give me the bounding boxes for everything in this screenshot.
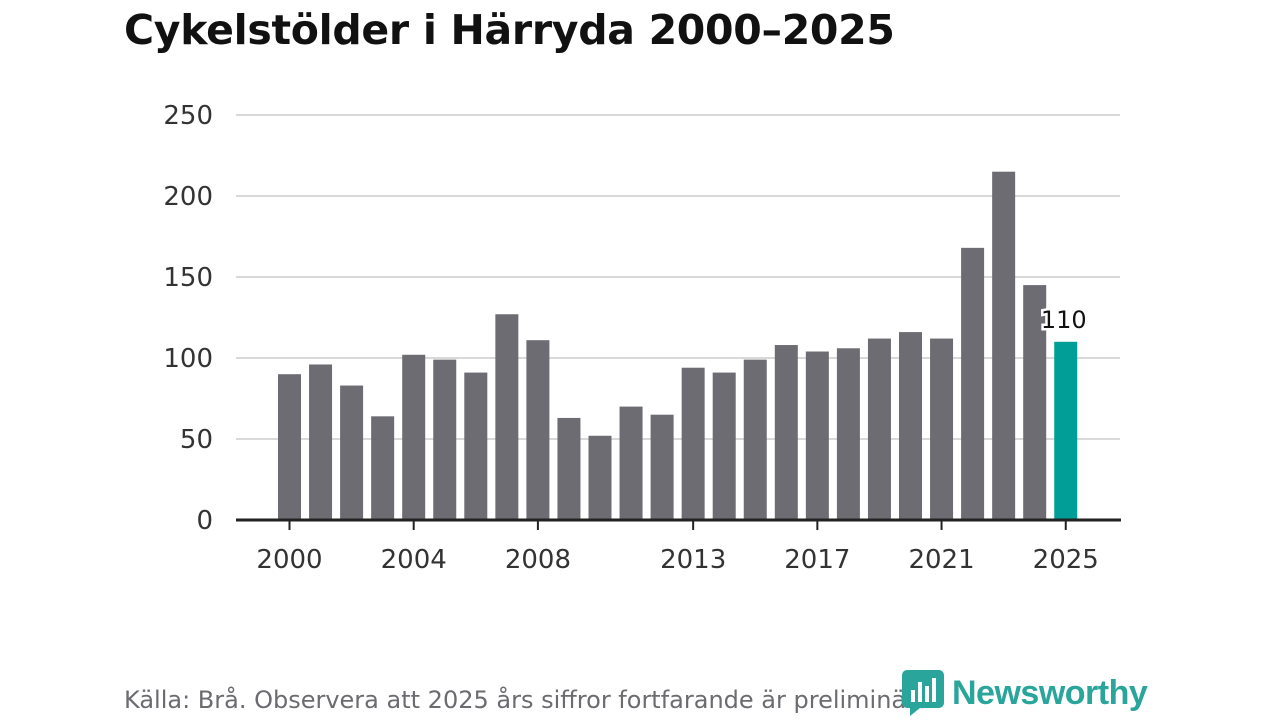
bar-2025	[1054, 341, 1078, 520]
bar-2011	[619, 406, 643, 520]
bar-2017	[805, 351, 829, 520]
bar-2002	[340, 385, 364, 520]
bar-2016	[774, 345, 798, 520]
x-tick-label: 2017	[784, 545, 850, 575]
bar-2001	[309, 364, 333, 520]
bar-2003	[371, 416, 395, 520]
bar-2020	[899, 332, 922, 520]
bar-2008	[526, 340, 550, 520]
x-tick-label: 2021	[908, 545, 974, 575]
chart-title: Cykelstölder i Härryda 2000–2025	[124, 6, 895, 54]
bar-2019	[867, 338, 891, 520]
y-tick-label: 150	[163, 263, 213, 293]
bar-2013	[681, 367, 705, 520]
bar-2021	[930, 338, 954, 520]
bar-2024	[1023, 285, 1047, 520]
y-tick-label: 50	[180, 425, 213, 455]
bar-2009	[557, 417, 581, 520]
y-tick-label: 0	[196, 506, 213, 536]
bar-2023	[992, 171, 1016, 520]
bar-2005	[433, 359, 457, 520]
bar-2010	[588, 435, 612, 520]
bar-2007	[495, 314, 519, 520]
logo-text: Newsworthy	[952, 673, 1148, 712]
bar-2012	[650, 414, 674, 520]
x-tick-label: 2008	[505, 545, 571, 575]
x-tick-label: 2013	[660, 545, 726, 575]
bar-2004	[402, 354, 426, 520]
bar-2014	[712, 372, 736, 520]
x-tick-label: 2025	[1033, 545, 1099, 575]
source-note: Källa: Brå. Observera att 2025 års siffr…	[124, 686, 939, 714]
bar-2006	[464, 372, 488, 520]
newsworthy-logo-icon	[902, 670, 944, 716]
data-label-2025: 110	[1041, 306, 1087, 334]
bar-2022	[961, 247, 985, 520]
newsworthy-logo[interactable]: Newsworthy	[902, 670, 1148, 716]
bar-2018	[836, 348, 860, 520]
y-tick-label: 100	[163, 344, 213, 374]
y-tick-label: 200	[163, 182, 213, 212]
x-tick-label: 2004	[381, 545, 447, 575]
bar-2000	[278, 374, 301, 520]
y-tick-label: 250	[163, 101, 213, 131]
bar-2015	[743, 359, 767, 520]
x-tick-label: 2000	[256, 545, 322, 575]
